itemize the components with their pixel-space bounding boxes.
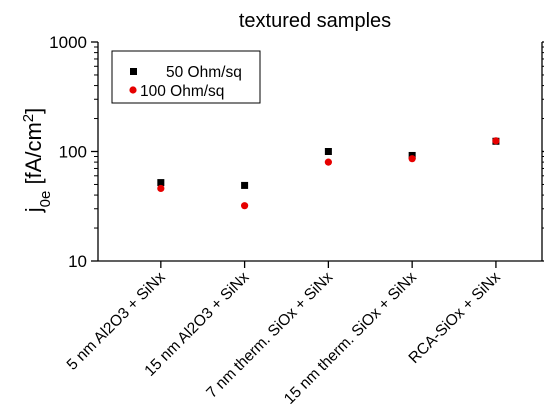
y-axis-label: j0e [fA/cm2] [20, 108, 54, 214]
y-axis-ticks: 10 100 1000 [49, 33, 544, 271]
y-axis-label-unit-sup: 2 [20, 114, 37, 122]
y-tick-label: 1000 [49, 33, 87, 52]
chart-title: textured samples [239, 10, 391, 32]
y-tick-label: 10 [68, 252, 87, 271]
y-tick-label: 100 [59, 143, 87, 162]
legend-marker-100-ohm [129, 86, 137, 94]
point-100-ohm [492, 137, 500, 145]
legend-marker-50-ohm [130, 68, 137, 75]
point-100-ohm [324, 158, 332, 166]
point-100-ohm [157, 184, 165, 193]
point-50-ohm [324, 148, 332, 155]
y-axis-label-unit: [fA/cm [21, 122, 46, 190]
x-tick-label: 15 nm therm. SiOx + SiNx [281, 269, 420, 408]
y-axis-label-main: j [21, 207, 46, 213]
point-100-ohm [408, 155, 416, 163]
point-50-ohm [157, 179, 165, 187]
data-points [157, 137, 500, 210]
y-axis-label-sub: 0e [37, 191, 54, 208]
legend: 50 Ohm/sq 100 Ohm/sq [111, 50, 261, 104]
legend-box [111, 50, 261, 104]
point-100-ohm [241, 202, 249, 210]
legend-label-50-ohm: 50 Ohm/sq [166, 64, 242, 81]
x-tick-label: RCA-SiOx + SiNx [406, 269, 504, 367]
y-axis-label-unit-end: ] [21, 108, 46, 114]
legend-label-100-ohm: 100 Ohm/sq [140, 83, 224, 100]
point-50-ohm [241, 181, 249, 189]
